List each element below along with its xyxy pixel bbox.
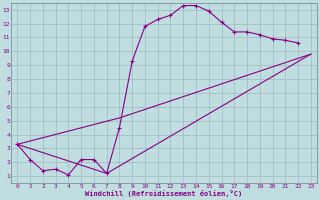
X-axis label: Windchill (Refroidissement éolien,°C): Windchill (Refroidissement éolien,°C) <box>85 190 243 197</box>
